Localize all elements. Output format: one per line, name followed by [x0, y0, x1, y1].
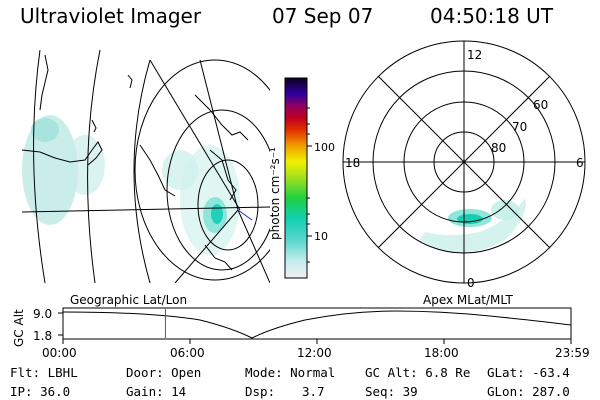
info-seq: Seq: 39	[365, 384, 418, 399]
info-dsp-value: 3.7	[302, 384, 325, 399]
info-door: Door: Open	[126, 365, 201, 380]
terminator-line	[237, 209, 253, 221]
aurora-east	[162, 145, 240, 255]
info-glat: GLat: -63.4	[487, 365, 570, 380]
info-dsp-label: Dsp:	[245, 384, 275, 399]
colorbar-unit-label: photon cm⁻²s⁻¹	[268, 147, 282, 240]
info-gain: Gain: 14	[126, 384, 186, 399]
x-tick-label: 00:00	[42, 346, 77, 360]
airglow-west	[22, 115, 105, 225]
mlt-label-18: 18	[345, 156, 360, 170]
image-date: 07 Sep 07	[272, 4, 374, 28]
mlat-label-80: 80	[491, 141, 506, 155]
info-gc-alt: GC Alt: 6.8 Re	[365, 365, 470, 380]
imager-title: Ultraviolet Imager	[20, 4, 202, 28]
colorbar: 100 10 photon cm⁻²s⁻¹	[268, 77, 335, 279]
x-tick-marks	[62, 339, 572, 344]
mlat-label-60: 60	[533, 98, 548, 112]
timeline-left-title: Geographic Lat/Lon	[70, 293, 187, 307]
altitude-curve	[62, 310, 572, 339]
x-tick-label: 06:00	[170, 346, 205, 360]
info-panel: Flt: LBHL IP: 36.0 Door: Open Gain: 14 M…	[10, 365, 570, 399]
image-time: 04:50:18 UT	[430, 4, 554, 28]
info-glon: GLon: 287.0	[487, 384, 570, 399]
mlt-label-12: 12	[467, 48, 482, 62]
orbit-timeline: Geographic Lat/Lon Apex MLat/MLT 9.0 1.8…	[12, 293, 590, 360]
colorbar-tick-100: 100	[314, 141, 335, 154]
timeline-y-top: 9.0	[33, 307, 52, 321]
timeline-right-title: Apex MLat/MLT	[423, 293, 513, 307]
mlt-label-0: 0	[467, 276, 475, 290]
timeline-axis-label: GC Alt	[12, 309, 26, 347]
x-tick-label: 18:00	[424, 346, 459, 360]
info-ip: IP: 36.0	[10, 384, 70, 399]
colorbar-tick-10: 10	[314, 230, 328, 243]
timeline-y-bottom: 1.8	[33, 329, 52, 343]
geographic-map	[22, 50, 270, 283]
mlat-label-70: 70	[512, 120, 527, 134]
polar-plot: 12 18 6 0 60 70 80	[342, 40, 586, 290]
info-mode: Mode: Normal	[245, 365, 335, 380]
coastlines	[22, 54, 249, 271]
mlt-label-6: 6	[576, 156, 584, 170]
aurora-oval	[420, 198, 526, 253]
info-flt: Flt: LBHL	[10, 365, 78, 380]
x-tick-label: 23:59	[555, 346, 590, 360]
x-tick-label: 12:00	[297, 346, 332, 360]
